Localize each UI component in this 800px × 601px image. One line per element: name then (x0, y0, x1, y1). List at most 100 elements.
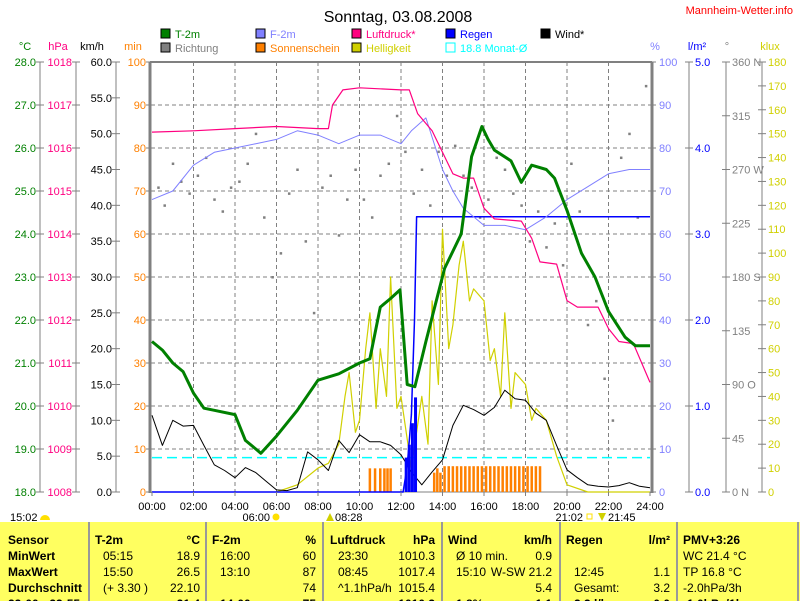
bar-sonnenschein (468, 466, 471, 492)
point-richtung (354, 168, 357, 171)
axis-tick-label-celsius: 25.0 (15, 186, 36, 198)
table-cell-value: 87 (302, 565, 316, 579)
bar-sonnenschein (439, 472, 442, 492)
axis-tick-label-percent: 80 (659, 143, 671, 155)
axis-tick-label-min: 70 (134, 186, 146, 198)
axis-tick-label-rain: 5.0 (695, 57, 710, 69)
axis-tick-label-kmh: 30.0 (91, 272, 112, 284)
series-line-helligkeit (276, 228, 650, 493)
point-richtung (611, 419, 615, 422)
bar-sonnenschein (373, 468, 377, 492)
table-cell-time: 13:10 (220, 565, 251, 579)
axis-tick-label-degree: 225 (732, 218, 750, 230)
axis-tick-label-percent: 20 (659, 401, 671, 413)
x-tick-label: 20:00 (553, 501, 581, 513)
point-richtung (437, 150, 440, 154)
point-richtung (420, 168, 424, 171)
axis-tick-label-degree: 270 W (732, 165, 764, 177)
point-richtung (553, 222, 557, 225)
axis-unit-klux: klux (760, 41, 780, 53)
bar-sonnenschein (505, 466, 509, 492)
bar-sonnenschein (501, 466, 504, 492)
table-header-unit: l/m² (648, 533, 670, 547)
x-tick-label: 18:00 (512, 501, 540, 513)
point-richtung (487, 198, 490, 201)
x-tick-label: 00:00 (138, 501, 166, 513)
axis-tick-label-klux: 180 (768, 57, 786, 69)
point-richtung (370, 216, 374, 219)
statistics-table: Sensor T-2m °C F-2m% Luftdruck hPa Wind km/h Reg… (0, 522, 800, 601)
point-richtung (412, 192, 415, 195)
axis-tick-label-hpa: 1015 (48, 186, 72, 198)
point-richtung (470, 186, 474, 189)
axis-tick-label-percent: 100 (659, 57, 677, 69)
series-line-regen-kumuliert (152, 216, 650, 493)
point-richtung (229, 186, 233, 189)
point-richtung (296, 168, 299, 171)
table-cell-value: 26.5 (176, 565, 200, 579)
legend-label: Richtung (175, 43, 218, 55)
legend-swatch-6 (255, 42, 266, 53)
table-row-label: MinWert (8, 549, 56, 563)
point-richtung (561, 264, 565, 267)
axis-tick-label-klux: 0 (768, 487, 774, 499)
axis-tick-label-hpa: 1008 (48, 487, 72, 499)
axis-tick-label-klux: 130 (768, 176, 786, 188)
table-cell-time: 16:00 (220, 549, 251, 563)
axis-tick-label-hpa: 1012 (48, 315, 72, 327)
point-richtung (453, 144, 457, 148)
axis-tick-label-percent: 30 (659, 358, 671, 370)
axis-tick-label-klux: 140 (768, 153, 786, 165)
sun-icon (40, 515, 50, 520)
point-richtung (512, 192, 515, 195)
point-richtung (586, 323, 590, 327)
axis-unit-degree: ° (725, 41, 729, 53)
table-cell-time: 1.8% (456, 597, 483, 601)
bar-sonnenschein (526, 466, 529, 492)
table-cell-value: 1010.3 (398, 549, 435, 563)
point-richtung (163, 204, 166, 207)
table-header: F-2m (212, 533, 241, 547)
brand-link[interactable]: Mannheim-Wetter.info (686, 5, 793, 17)
axis-tick-label-hpa: 1018 (48, 57, 72, 69)
axis-tick-label-min: 50 (134, 272, 146, 284)
point-richtung (445, 174, 449, 177)
axis-unit-rain: l/m² (688, 41, 707, 53)
table-cell-value: 1010.3 (330, 597, 435, 601)
axis-tick-label-klux: 20 (768, 439, 780, 451)
axis-tick-label-min: 20 (134, 401, 146, 413)
axis-tick-label-klux: 40 (768, 391, 780, 403)
chart-marks (151, 84, 651, 493)
legend-label: Helligkeit (366, 43, 411, 55)
bar-sonnenschein (493, 466, 496, 492)
series-line-t-2m (151, 125, 650, 455)
axis-tick-label-klux: 30 (768, 415, 780, 427)
sunset-icon (586, 513, 593, 520)
point-richtung (287, 192, 291, 195)
table-column-divider (559, 522, 561, 601)
series-line-wind (151, 389, 651, 492)
point-richtung (545, 246, 548, 249)
point-richtung (321, 186, 324, 189)
axis-tick-label-klux: 100 (768, 248, 786, 260)
axis-tick-label-klux: 160 (768, 105, 786, 117)
bar-sonnenschein (447, 466, 450, 492)
bar-sonnenschein (464, 466, 467, 492)
legend-label: F-2m (270, 29, 296, 41)
axis-tick-label-rain: 0.0 (695, 487, 710, 499)
table-cell-value: 1015.4 (398, 581, 435, 595)
axis-tick-label-kmh: 5.0 (97, 451, 112, 463)
point-richtung (279, 252, 283, 255)
point-richtung (346, 198, 349, 201)
axis-tick-label-kmh: 0.0 (97, 487, 112, 499)
legend-label: Luftdruck* (366, 29, 416, 41)
axis-tick-label-klux: 10 (768, 463, 780, 475)
legend-swatch-7 (351, 42, 362, 53)
bar-sonnenschein (451, 466, 455, 492)
axis-tick-label-kmh: 60.0 (91, 57, 112, 69)
point-richtung (188, 192, 191, 195)
bar-sonnenschein (436, 468, 439, 492)
point-richtung (221, 210, 225, 213)
point-richtung (595, 299, 598, 303)
point-richtung (362, 198, 366, 201)
